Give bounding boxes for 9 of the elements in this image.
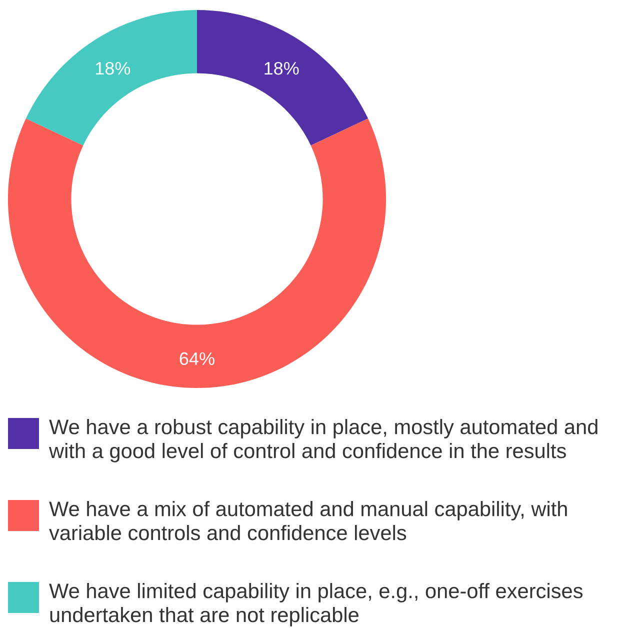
donut-slice bbox=[8, 118, 386, 388]
donut-slice bbox=[26, 10, 197, 146]
legend-label: We have a robust capability in place, mostly automated and with a good level of control and confidence in the results bbox=[48, 419, 598, 462]
data-label: 64% bbox=[180, 352, 214, 366]
legend-label: We have a mix of automated and manual capability, with variable controls and confidence levels bbox=[49, 501, 567, 540]
legend-label: We have limited capability in place, e.g., one-off exercises undertaken that are not replicable bbox=[49, 583, 582, 626]
data-label: 18% bbox=[264, 62, 299, 75]
donut-slice bbox=[197, 10, 368, 146]
data-label: 18% bbox=[96, 62, 130, 75]
